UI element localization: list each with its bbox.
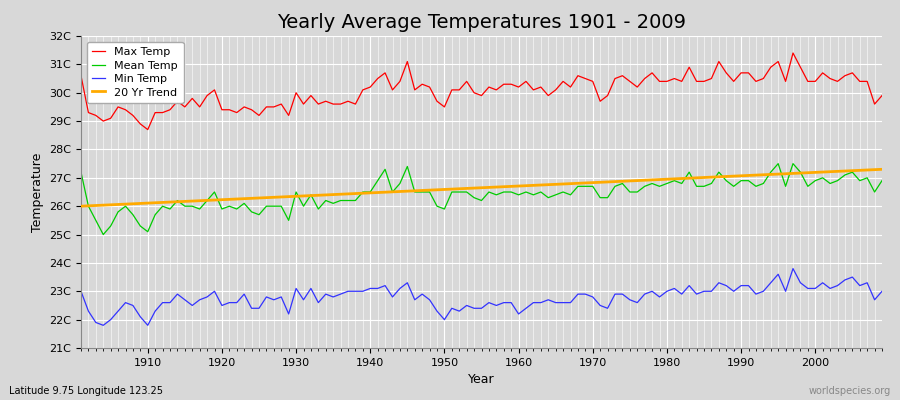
- Mean Temp: [98, 232, 109, 237]
- Mean Temp: [773, 161, 784, 166]
- Mean Temp: [513, 192, 524, 197]
- X-axis label: Year: Year: [468, 373, 495, 386]
- Min Temp: [877, 289, 887, 294]
- Max Temp: [350, 102, 361, 106]
- Max Temp: [520, 79, 531, 84]
- Max Temp: [305, 93, 316, 98]
- Min Temp: [788, 266, 798, 271]
- Max Temp: [513, 85, 524, 90]
- Line: Min Temp: Min Temp: [81, 268, 882, 325]
- Min Temp: [513, 312, 524, 316]
- Mean Temp: [609, 184, 620, 189]
- Line: Max Temp: Max Temp: [81, 53, 882, 130]
- Text: worldspecies.org: worldspecies.org: [809, 386, 891, 396]
- Max Temp: [877, 93, 887, 98]
- Mean Temp: [520, 190, 531, 194]
- Max Temp: [788, 51, 798, 56]
- Min Temp: [142, 323, 153, 328]
- Mean Temp: [350, 198, 361, 203]
- Legend: Max Temp, Mean Temp, Min Temp, 20 Yr Trend: Max Temp, Mean Temp, Min Temp, 20 Yr Tre…: [86, 42, 184, 103]
- Min Temp: [350, 289, 361, 294]
- Min Temp: [520, 306, 531, 311]
- Max Temp: [142, 127, 153, 132]
- Max Temp: [76, 73, 86, 78]
- Mean Temp: [142, 229, 153, 234]
- Mean Temp: [305, 192, 316, 197]
- Min Temp: [305, 286, 316, 291]
- Mean Temp: [877, 178, 887, 183]
- Min Temp: [609, 292, 620, 296]
- Min Temp: [76, 289, 86, 294]
- Y-axis label: Temperature: Temperature: [31, 152, 44, 232]
- Min Temp: [98, 323, 109, 328]
- Text: Latitude 9.75 Longitude 123.25: Latitude 9.75 Longitude 123.25: [9, 386, 163, 396]
- Title: Yearly Average Temperatures 1901 - 2009: Yearly Average Temperatures 1901 - 2009: [277, 13, 686, 32]
- Line: Mean Temp: Mean Temp: [81, 164, 882, 234]
- Max Temp: [135, 122, 146, 126]
- Max Temp: [609, 76, 620, 81]
- Mean Temp: [76, 170, 86, 174]
